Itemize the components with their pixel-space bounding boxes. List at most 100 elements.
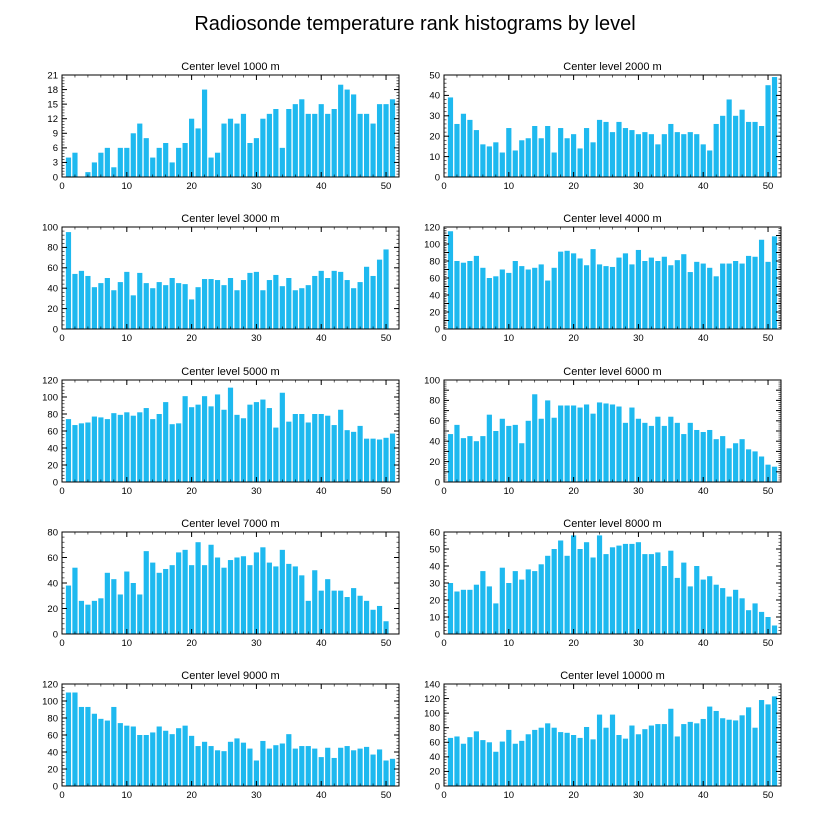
- bar: [577, 148, 583, 177]
- bar: [538, 727, 544, 786]
- bar: [668, 708, 674, 786]
- bar: [72, 425, 78, 482]
- x-tick-label: 40: [698, 333, 709, 344]
- bar: [687, 422, 693, 482]
- bar: [150, 157, 156, 177]
- bar: [208, 406, 214, 482]
- x-tick-label: 0: [441, 333, 446, 344]
- bar: [273, 745, 279, 786]
- bar: [351, 288, 357, 329]
- bar: [189, 407, 195, 482]
- bar: [661, 724, 667, 786]
- bar: [130, 583, 136, 634]
- bar: [98, 417, 104, 482]
- bar: [266, 562, 272, 634]
- bar: [720, 115, 726, 177]
- x-tick-label: 20: [568, 486, 579, 497]
- bar: [253, 138, 260, 177]
- bar: [338, 590, 344, 634]
- y-tick-label: 60: [47, 263, 58, 274]
- bar: [571, 735, 577, 786]
- bar: [189, 735, 195, 786]
- bar: [344, 597, 350, 634]
- bar: [707, 706, 713, 786]
- x-tick-label: 50: [381, 790, 392, 801]
- bar: [655, 724, 661, 786]
- bar: [305, 285, 311, 329]
- bar: [370, 754, 376, 786]
- bar: [564, 405, 570, 482]
- bar: [596, 714, 603, 786]
- bar: [266, 408, 272, 482]
- bar: [752, 121, 758, 177]
- bar: [176, 728, 182, 786]
- bar: [260, 399, 266, 482]
- bar: [195, 542, 201, 634]
- bar: [642, 261, 648, 329]
- y-tick-label: 20: [429, 595, 440, 606]
- bar: [201, 279, 208, 329]
- bar: [609, 547, 616, 634]
- panel-title: Center level 6000 m: [563, 366, 661, 378]
- bar: [506, 272, 512, 329]
- bar: [486, 278, 492, 329]
- panel-title: Center level 9000 m: [181, 670, 279, 682]
- bar: [486, 742, 492, 786]
- y-tick-label: 20: [429, 132, 440, 143]
- x-tick-label: 30: [633, 638, 644, 649]
- bar: [622, 738, 629, 786]
- y-tick-label: 60: [429, 738, 440, 749]
- y-tick-label: 0: [435, 781, 440, 792]
- bar: [694, 429, 700, 482]
- bar: [98, 152, 104, 177]
- y-tick-label: 0: [53, 477, 58, 488]
- bar: [648, 554, 654, 634]
- bar: [668, 265, 674, 329]
- y-tick-label: 12: [47, 114, 58, 125]
- bar: [720, 263, 726, 329]
- panel-title: Center level 8000 m: [563, 518, 661, 530]
- bar: [247, 404, 253, 482]
- bar: [603, 727, 609, 786]
- bar: [331, 590, 337, 634]
- bar: [91, 416, 97, 482]
- bar: [499, 741, 505, 786]
- y-tick-label: 50: [429, 70, 440, 81]
- bar: [357, 748, 363, 786]
- bar: [642, 554, 648, 634]
- x-tick-label: 0: [59, 333, 64, 344]
- bar: [525, 569, 531, 634]
- bar: [176, 552, 182, 634]
- bar: [208, 157, 214, 177]
- bar: [512, 424, 518, 482]
- bar: [98, 718, 104, 786]
- x-tick-label: 10: [122, 790, 133, 801]
- bar: [169, 162, 175, 177]
- y-tick-label: 80: [429, 256, 440, 267]
- bar: [765, 85, 771, 177]
- bar: [331, 757, 337, 786]
- bar: [253, 402, 260, 482]
- panel-title: Center level 4000 m: [563, 213, 661, 225]
- y-tick-label: 60: [429, 416, 440, 427]
- y-tick-label: 140: [424, 679, 440, 690]
- x-tick-label: 50: [763, 181, 774, 192]
- x-tick-label: 50: [381, 181, 392, 192]
- bar: [163, 285, 169, 329]
- bar: [467, 119, 473, 177]
- y-tick-label: 0: [435, 629, 440, 640]
- bar: [493, 431, 499, 482]
- bar: [694, 723, 700, 786]
- bar: [169, 278, 175, 329]
- bar: [525, 269, 531, 329]
- bar: [344, 430, 350, 482]
- bar: [655, 144, 661, 177]
- y-tick-label: 20: [429, 307, 440, 318]
- y-tick-label: 20: [47, 304, 58, 315]
- bar: [596, 535, 603, 634]
- bar: [726, 596, 732, 634]
- bar: [383, 437, 389, 482]
- bar: [622, 253, 629, 329]
- y-tick-label: 120: [424, 222, 440, 233]
